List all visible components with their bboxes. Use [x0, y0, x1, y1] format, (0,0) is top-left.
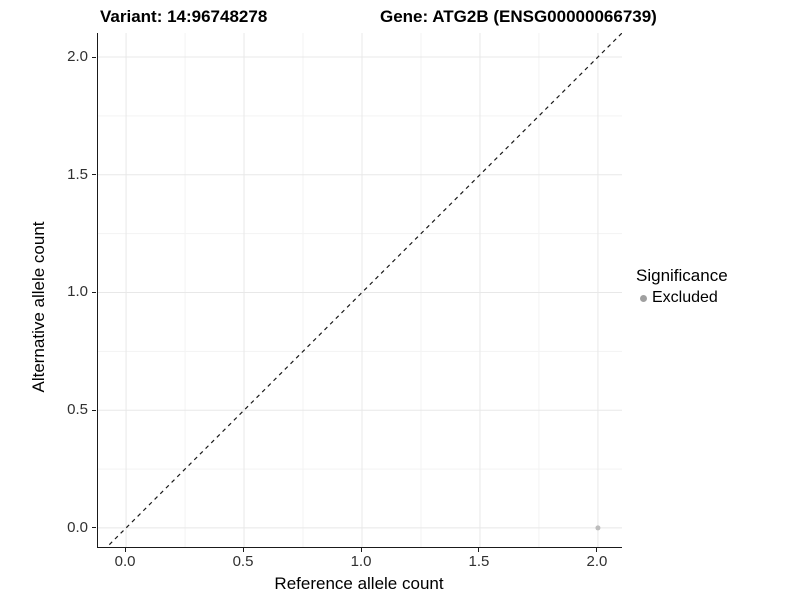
legend-item-label: Excluded: [652, 289, 718, 306]
x-tick-mark: [596, 548, 598, 552]
x-tick-mark: [478, 548, 480, 552]
y-axis-title: Alternative allele count: [29, 221, 48, 393]
x-tick-mark: [360, 548, 362, 552]
legend-item-excluded: Excluded: [636, 289, 728, 307]
x-tick-label: 2.0: [586, 553, 608, 570]
legend-point-icon: [640, 294, 647, 302]
data-point: [595, 525, 601, 531]
x-axis-title: Reference allele count: [274, 574, 444, 593]
legend-title: Significance: [636, 266, 728, 285]
y-tick-label: 0.5: [67, 401, 88, 419]
y-tick-mark: [92, 291, 96, 293]
y-tick-label: 1.5: [67, 165, 88, 183]
y-tick-mark: [92, 409, 96, 411]
y-tick-mark: [92, 56, 96, 58]
x-tick-label: 1.5: [468, 553, 490, 570]
plot-panel: [97, 33, 622, 548]
x-tick-label: 0.5: [232, 553, 254, 570]
legend: Significance Excluded: [636, 266, 728, 307]
x-tick-mark: [242, 548, 244, 552]
y-tick-mark: [92, 174, 96, 176]
plot-title-gene: Gene: ATG2B (ENSG00000066739): [380, 7, 657, 26]
plot-title-variant: Variant: 14:96748278: [100, 7, 268, 26]
x-tick-label: 1.0: [350, 553, 372, 570]
x-tick-label: 0.0: [114, 553, 136, 570]
x-tick-mark: [124, 548, 126, 552]
y-tick-label: 2.0: [67, 48, 88, 66]
y-tick-label: 1.0: [67, 283, 88, 301]
y-tick-mark: [92, 527, 96, 529]
y-tick-label: 0.0: [67, 518, 88, 536]
scatter-plot-canvas: [98, 33, 622, 547]
identity-dashed-line: [106, 33, 622, 547]
